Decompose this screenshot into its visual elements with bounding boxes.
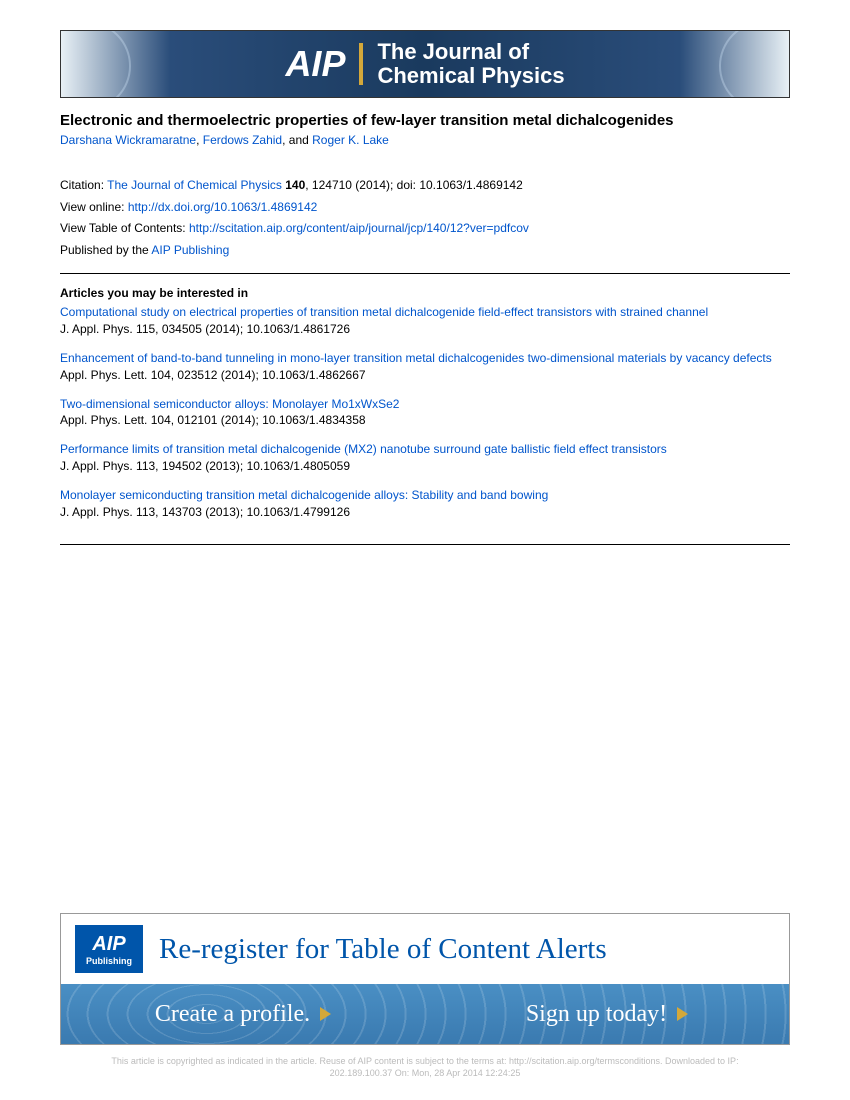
signup-cta[interactable]: Sign up today! — [425, 984, 789, 1044]
create-profile-cta[interactable]: Create a profile. — [61, 984, 425, 1044]
related-item: Performance limits of transition metal d… — [60, 441, 790, 475]
related-link[interactable]: Computational study on electrical proper… — [60, 304, 790, 321]
aip-publishing-logo: AIP Publishing — [75, 925, 143, 973]
aip-logo: AIP — [285, 43, 363, 85]
related-item: Two-dimensional semiconductor alloys: Mo… — [60, 396, 790, 430]
article-title: Electronic and thermoelectric properties… — [60, 112, 790, 129]
author-list: Darshana Wickramaratne, Ferdows Zahid, a… — [60, 133, 790, 147]
related-link[interactable]: Performance limits of transition metal d… — [60, 441, 790, 458]
ad-headline: Re-register for Table of Content Alerts — [159, 933, 607, 966]
decorative-swirl — [60, 30, 131, 98]
author-link[interactable]: Darshana Wickramaratne — [60, 133, 196, 147]
related-link[interactable]: Monolayer semiconducting transition meta… — [60, 487, 790, 504]
ad-top-row: AIP Publishing Re-register for Table of … — [61, 914, 789, 984]
publisher-link[interactable]: AIP Publishing — [151, 243, 229, 257]
arrow-icon — [320, 1007, 331, 1021]
journal-link[interactable]: The Journal of Chemical Physics — [107, 178, 282, 192]
toc-link[interactable]: http://scitation.aip.org/content/aip/jou… — [189, 221, 529, 235]
related-articles-list: Computational study on electrical proper… — [60, 304, 790, 545]
related-link[interactable]: Enhancement of band-to-band tunneling in… — [60, 350, 790, 367]
related-item: Enhancement of band-to-band tunneling in… — [60, 350, 790, 384]
related-meta: Appl. Phys. Lett. 104, 012101 (2014); 10… — [60, 412, 790, 429]
arrow-icon — [677, 1007, 688, 1021]
decorative-swirl — [719, 30, 790, 98]
related-meta: J. Appl. Phys. 113, 143703 (2013); 10.10… — [60, 504, 790, 521]
related-item: Monolayer semiconducting transition meta… — [60, 487, 790, 521]
view-online-line: View online: http://dx.doi.org/10.1063/1… — [60, 197, 790, 219]
ad-banner[interactable]: AIP Publishing Re-register for Table of … — [60, 913, 790, 1045]
related-meta: J. Appl. Phys. 115, 034505 (2014); 10.10… — [60, 321, 790, 338]
related-meta: Appl. Phys. Lett. 104, 023512 (2014); 10… — [60, 367, 790, 384]
copyright-footer: This article is copyrighted as indicated… — [0, 1055, 850, 1080]
toc-line: View Table of Contents: http://scitation… — [60, 218, 790, 240]
related-item: Computational study on electrical proper… — [60, 304, 790, 338]
doi-link[interactable]: http://dx.doi.org/10.1063/1.4869142 — [128, 200, 318, 214]
related-heading: Articles you may be interested in — [60, 286, 790, 300]
journal-name: The Journal of Chemical Physics — [377, 40, 564, 88]
journal-header-banner: AIP The Journal of Chemical Physics — [60, 30, 790, 98]
related-link[interactable]: Two-dimensional semiconductor alloys: Mo… — [60, 396, 790, 413]
author-link[interactable]: Roger K. Lake — [312, 133, 389, 147]
citation-line: Citation: The Journal of Chemical Physic… — [60, 175, 790, 197]
ad-bottom-row: Create a profile. Sign up today! — [61, 984, 789, 1044]
publisher-line: Published by the AIP Publishing — [60, 240, 790, 262]
citation-block: Citation: The Journal of Chemical Physic… — [60, 175, 790, 274]
related-meta: J. Appl. Phys. 113, 194502 (2013); 10.10… — [60, 458, 790, 475]
author-link[interactable]: Ferdows Zahid — [203, 133, 282, 147]
